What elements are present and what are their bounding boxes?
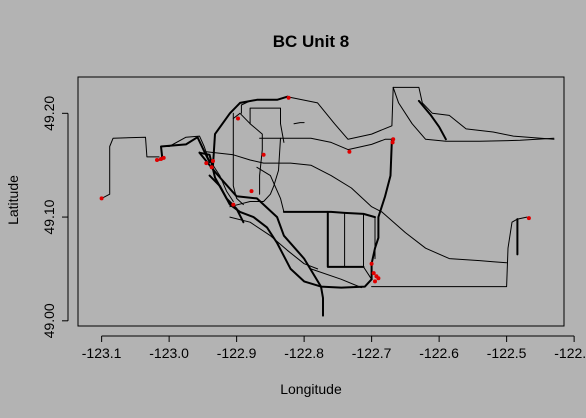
y-tick-label-2: 49.10 <box>41 199 57 234</box>
x-tick-label-3: -122.9 <box>217 345 257 361</box>
route-track-23 <box>320 285 324 317</box>
route-track-5 <box>198 151 373 289</box>
route-track-27 <box>293 122 305 125</box>
stop-point-14 <box>390 140 395 145</box>
stop-point-5 <box>204 161 209 166</box>
route-track-28 <box>209 159 234 202</box>
stop-point-15 <box>391 137 396 142</box>
stop-point-4 <box>161 155 166 160</box>
x-axis-label: Longitude <box>280 381 342 397</box>
route-track-21 <box>381 211 508 264</box>
route-track-3 <box>160 135 211 163</box>
plot-area-frame <box>77 76 565 327</box>
stop-point-20 <box>373 279 377 284</box>
x-tick-label-4: -122.8 <box>284 345 324 361</box>
route-track-25 <box>249 107 285 143</box>
route-track-12 <box>205 151 383 213</box>
route-track-14 <box>282 210 376 219</box>
route-track-17 <box>363 213 373 280</box>
x-tick-label-6: -122.6 <box>419 345 459 361</box>
route-track-15 <box>326 210 365 268</box>
stop-point-9 <box>249 189 254 194</box>
route-track-24 <box>232 112 244 206</box>
x-tick-label-7: -122.5 <box>487 345 527 361</box>
x-axis: -123.1 -123.0 -122.9 -122.8 -122.7 -122.6 -122… <box>82 335 586 361</box>
y-axis: 49.00 49.10 49.20 <box>41 96 69 338</box>
x-tick-label-8: -122.4 <box>554 345 586 361</box>
x-tick-label-2: -123.0 <box>149 345 189 361</box>
x-tick-label-5: -122.7 <box>352 345 392 361</box>
route-track-9 <box>286 86 555 140</box>
stop-point-2 <box>155 158 159 162</box>
route-track-29 <box>208 174 322 288</box>
stop-point-16 <box>369 261 374 266</box>
chart-title: BC Unit 8 <box>273 32 350 51</box>
stop-point-13 <box>347 149 352 154</box>
y-tick-label-3: 49.20 <box>41 96 57 131</box>
route-track-20 <box>371 216 528 288</box>
x-tick-label-1: -123.1 <box>82 345 122 361</box>
stop-point-10 <box>236 116 240 121</box>
route-track-7 <box>232 112 263 195</box>
route-track-6 <box>212 95 289 167</box>
route-track-10 <box>392 86 555 142</box>
stop-points <box>99 95 531 284</box>
route-track-18 <box>370 138 393 281</box>
route-track-1 <box>101 136 160 199</box>
route-track-19 <box>310 268 362 289</box>
stop-point-1 <box>99 196 104 201</box>
route-track-11 <box>417 99 447 141</box>
stop-point-8 <box>231 202 236 207</box>
stop-point-7 <box>211 159 215 163</box>
stop-point-17 <box>371 271 376 276</box>
stop-point-11 <box>261 152 266 157</box>
stop-point-19 <box>376 276 381 281</box>
stop-point-21 <box>526 216 531 221</box>
route-track-13 <box>229 137 281 208</box>
route-tracks <box>101 86 555 317</box>
route-track-31 <box>256 166 285 213</box>
y-axis-label: Latitude <box>5 175 21 225</box>
route-track-8 <box>259 137 393 151</box>
y-tick-label-1: 49.00 <box>41 303 57 338</box>
stop-point-6 <box>209 165 214 170</box>
route-track-26 <box>240 100 251 114</box>
stop-point-12 <box>286 95 291 100</box>
route-track-30 <box>229 216 319 270</box>
